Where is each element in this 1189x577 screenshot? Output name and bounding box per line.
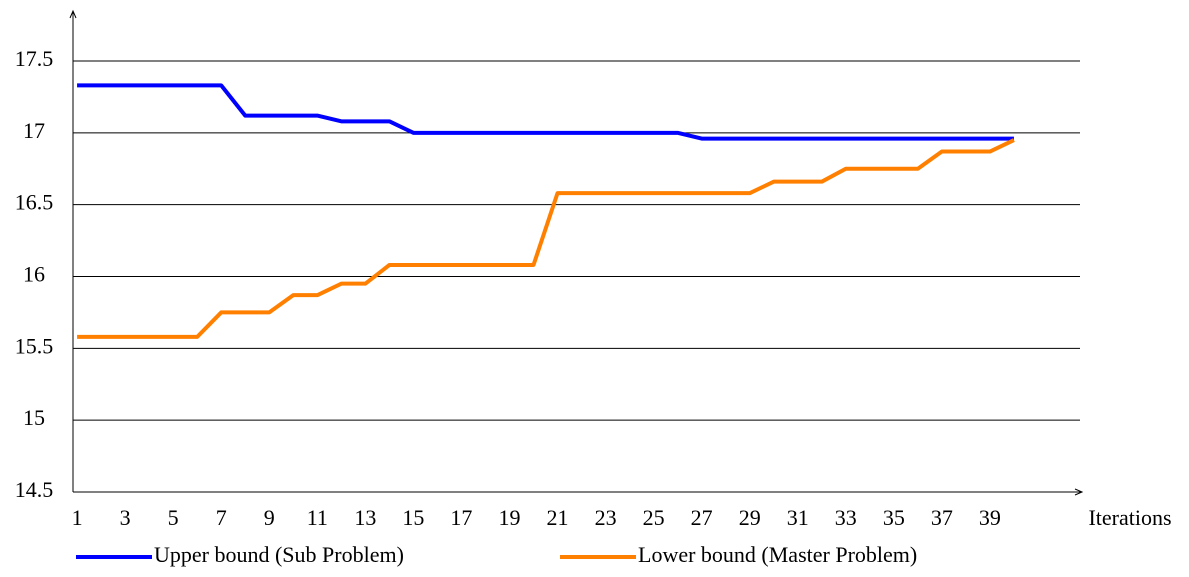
x-tick-label: 21 [547, 505, 569, 530]
x-tick-label: 5 [168, 505, 179, 530]
x-tick-label: 17 [450, 505, 472, 530]
x-tick-label: 39 [979, 505, 1001, 530]
x-tick-label: 31 [787, 505, 809, 530]
y-tick-label: 15.5 [15, 333, 54, 358]
y-axis-arrow [69, 9, 77, 19]
y-tick-label: 16.5 [15, 190, 54, 215]
x-tick-label: 19 [498, 505, 520, 530]
y-tick-label: 16 [23, 262, 45, 287]
x-tick-label: 1 [72, 505, 83, 530]
x-tick-label: 11 [307, 505, 328, 530]
x-tick-label: 7 [216, 505, 227, 530]
y-tick-label: 17 [23, 118, 45, 143]
x-tick-label: 15 [402, 505, 424, 530]
x-tick-label: 23 [595, 505, 617, 530]
x-tick-label: 29 [739, 505, 761, 530]
y-tick-label: 17.5 [15, 46, 54, 71]
x-tick-label: 33 [835, 505, 857, 530]
x-tick-label: 13 [354, 505, 376, 530]
legend-label: Upper bound (Sub Problem) [154, 542, 404, 567]
legend-label: Lower bound (Master Problem) [638, 542, 917, 567]
y-tick-label: 15 [23, 405, 45, 430]
x-tick-label: 3 [120, 505, 131, 530]
x-tick-label: 25 [643, 505, 665, 530]
x-tick-label: 27 [691, 505, 713, 530]
x-axis-label: Iterations [1088, 505, 1171, 530]
x-axis-arrow [1074, 488, 1084, 496]
series-line [77, 138, 1015, 339]
x-tick-label: 37 [931, 505, 953, 530]
y-tick-label: 14.5 [15, 477, 54, 502]
series-line [77, 83, 1014, 141]
x-tick-label: 9 [264, 505, 275, 530]
x-tick-label: 35 [883, 505, 905, 530]
